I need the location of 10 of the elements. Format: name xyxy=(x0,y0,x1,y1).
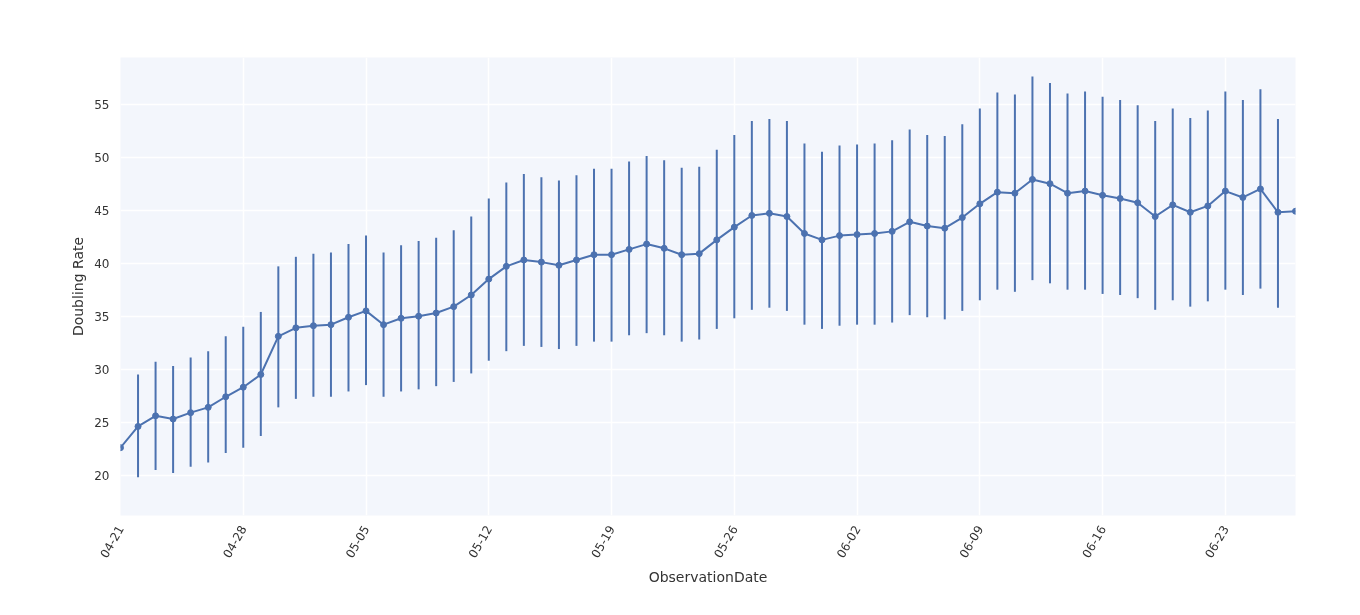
y-tick-label: 40 xyxy=(94,256,110,271)
y-axis-title: Doubling Rate xyxy=(70,236,87,337)
y-tick-label: 20 xyxy=(94,468,110,483)
y-tick-label: 50 xyxy=(94,150,110,165)
x-axis-title: ObservationDate xyxy=(648,569,768,586)
y-tick-label: 25 xyxy=(94,415,110,430)
y-tick-label: 45 xyxy=(94,203,110,218)
y-tick-label: 35 xyxy=(94,309,110,324)
y-tick-label: 30 xyxy=(94,362,110,377)
y-tick-label: 55 xyxy=(94,97,110,112)
